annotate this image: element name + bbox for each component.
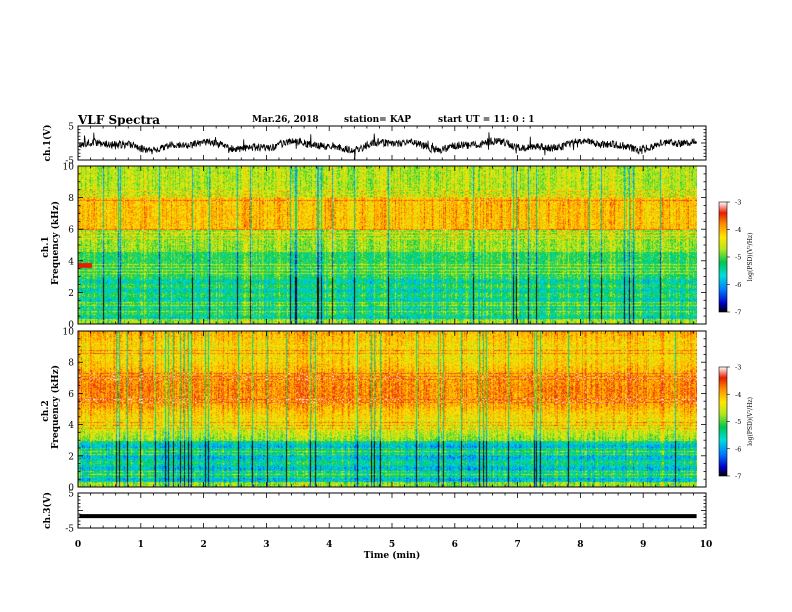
y-tick-label: 5 bbox=[68, 123, 74, 133]
y-axis-label: Frequency (kHz) bbox=[50, 365, 61, 449]
colorbar-tick-label: -4 bbox=[735, 391, 741, 399]
y-tick-label: 8 bbox=[68, 194, 74, 204]
colorbar-label: log(PSD)(V²/Hz) bbox=[747, 397, 754, 446]
y-tick-label: 0 bbox=[68, 321, 74, 331]
x-tick-label: 9 bbox=[640, 540, 646, 550]
colorbar-tick-label: -3 bbox=[735, 199, 741, 207]
spectrogram-ch2 bbox=[78, 331, 697, 487]
y-tick-label: -5 bbox=[65, 157, 74, 167]
colorbar-tick-label: -5 bbox=[735, 418, 741, 426]
date-label: Mar.26, 2018 bbox=[252, 115, 319, 125]
x-tick-label: 8 bbox=[577, 540, 583, 550]
colorbar-tick-label: -5 bbox=[735, 254, 741, 262]
colorbar-tick-label: -4 bbox=[735, 226, 741, 234]
y-tick-label: 4 bbox=[68, 257, 74, 267]
x-tick-label: 5 bbox=[389, 540, 395, 550]
y-tick-label: 10 bbox=[63, 328, 75, 338]
colorbar-tick-label: -7 bbox=[735, 309, 741, 317]
colorbar-tick-label: -6 bbox=[735, 281, 741, 289]
y-tick-label: 2 bbox=[68, 452, 74, 462]
x-tick-label: 3 bbox=[263, 540, 269, 550]
y-tick-label: 6 bbox=[68, 226, 74, 236]
colorbar bbox=[718, 366, 728, 477]
panel-frame-4 bbox=[77, 492, 707, 529]
x-tick-label: 1 bbox=[138, 540, 144, 550]
x-tick-label: 4 bbox=[326, 540, 332, 550]
y-tick-label: 10 bbox=[63, 163, 75, 173]
colorbar-tick-label: -6 bbox=[735, 445, 741, 453]
colorbar-tick-label: -7 bbox=[735, 473, 741, 481]
station-label: station= KAP bbox=[344, 115, 412, 125]
y-tick-label: 4 bbox=[68, 421, 74, 431]
y-axis-label: ch.1(V) bbox=[42, 125, 53, 162]
y-tick-label: 8 bbox=[68, 359, 74, 369]
y-tick-label: 0 bbox=[68, 484, 74, 494]
y-tick-label: 6 bbox=[68, 390, 74, 400]
x-tick-label: 2 bbox=[200, 540, 206, 550]
x-tick-label: 0 bbox=[75, 540, 81, 550]
ch1-voltage-trace bbox=[78, 132, 697, 160]
colorbar-label: log(PSD)(V²/Hz) bbox=[747, 233, 754, 282]
x-tick-label: 6 bbox=[452, 540, 458, 550]
y-tick-label: 5 bbox=[68, 490, 74, 500]
y-axis-label: ch.3(V) bbox=[42, 492, 53, 529]
y-tick-label: 2 bbox=[68, 289, 74, 299]
colorbar-tick-label: -3 bbox=[735, 364, 741, 372]
start-time-label: start UT = 11: 0 : 1 bbox=[438, 115, 535, 125]
y-axis-channel-label: ch.2 bbox=[41, 400, 51, 421]
x-axis-label: Time (min) bbox=[364, 550, 421, 561]
y-tick-label: -5 bbox=[65, 525, 74, 535]
x-tick-label: 7 bbox=[514, 540, 520, 550]
y-axis-channel-label: ch.1 bbox=[41, 236, 51, 257]
plot-title: VLF Spectra bbox=[78, 113, 161, 127]
spectrogram-ch1 bbox=[78, 166, 697, 324]
colorbar bbox=[718, 201, 728, 313]
y-axis-label: Frequency (kHz) bbox=[50, 201, 61, 285]
x-tick-label: 10 bbox=[700, 540, 713, 550]
